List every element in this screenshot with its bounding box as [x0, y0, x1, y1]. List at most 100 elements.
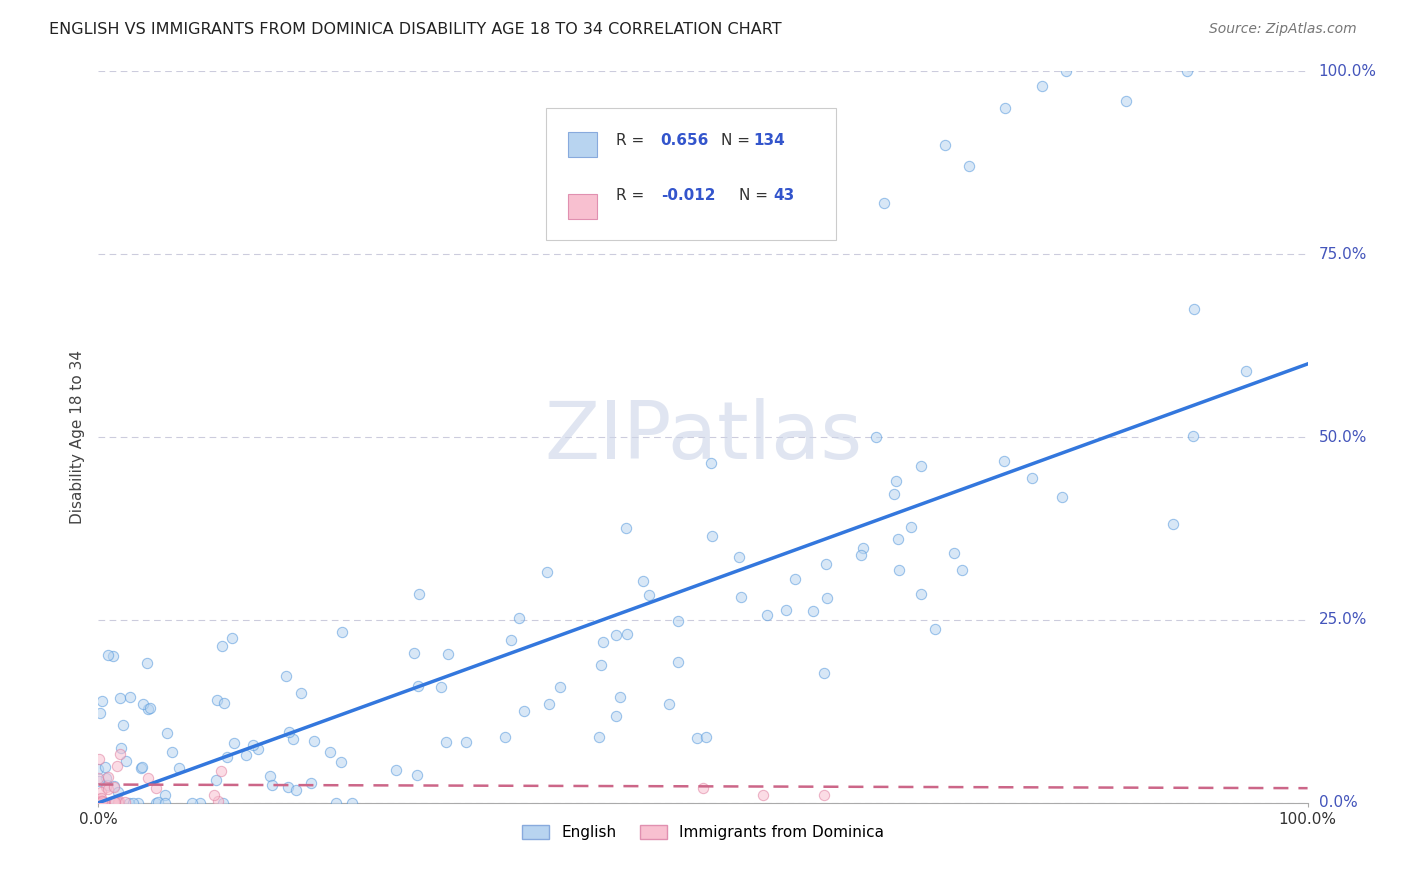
Point [131, 697, 153, 711]
Text: 0.0%: 0.0% [1319, 796, 1357, 810]
Point [695, 730, 717, 744]
Point [118, 690, 141, 704]
Point [887, 563, 910, 577]
Point [247, 741, 270, 756]
Point [129, 761, 152, 775]
Point [136, 771, 159, 785]
Point [87, 796, 110, 810]
Point [89, 773, 111, 788]
Point [87, 792, 110, 806]
Point [260, 777, 283, 791]
Point [103, 779, 125, 793]
Point [1054, 64, 1077, 78]
Text: -0.012: -0.012 [661, 188, 716, 203]
Point [89, 796, 111, 810]
Point [994, 101, 1017, 115]
Point [108, 747, 131, 761]
Point [145, 780, 167, 795]
Point [211, 639, 233, 653]
Point [402, 646, 425, 660]
Point [813, 789, 835, 803]
Point [924, 622, 946, 636]
Point [290, 686, 312, 700]
Point [616, 627, 638, 641]
Point [90, 791, 112, 805]
Point [499, 633, 522, 648]
Point [146, 795, 169, 809]
Point [87, 795, 110, 809]
Point [1021, 471, 1043, 485]
Point [94, 771, 117, 785]
Point [605, 628, 627, 642]
Point [87, 795, 110, 809]
Point [87, 795, 110, 809]
Text: 0.656: 0.656 [661, 133, 709, 148]
Point [93, 796, 115, 810]
Point [537, 697, 560, 711]
Point [202, 788, 225, 802]
Point [910, 459, 932, 474]
Point [512, 704, 534, 718]
Y-axis label: Disability Age 18 to 34: Disability Age 18 to 34 [70, 350, 86, 524]
Point [849, 548, 872, 562]
Point [702, 529, 724, 543]
Point [329, 755, 352, 769]
Point [169, 761, 191, 775]
Point [90, 794, 112, 808]
Point [385, 763, 408, 777]
Point [813, 666, 835, 681]
Point [686, 731, 709, 745]
Point [87, 796, 110, 810]
Point [852, 541, 875, 555]
FancyBboxPatch shape [568, 194, 596, 219]
Point [156, 725, 179, 739]
Text: ENGLISH VS IMMIGRANTS FROM DOMINICA DISABILITY AGE 18 TO 34 CORRELATION CHART: ENGLISH VS IMMIGRANTS FROM DOMINICA DISA… [49, 22, 782, 37]
Point [727, 549, 749, 564]
Point [957, 160, 980, 174]
Point [884, 474, 907, 488]
Point [408, 680, 430, 694]
Text: Source: ZipAtlas.com: Source: ZipAtlas.com [1209, 22, 1357, 37]
Point [87, 796, 110, 810]
Point [93, 795, 115, 809]
Point [658, 697, 681, 711]
Point [406, 767, 429, 781]
Point [97, 648, 120, 663]
Point [103, 795, 125, 809]
Point [1052, 490, 1074, 504]
Point [136, 701, 159, 715]
Point [90, 796, 112, 810]
Point [408, 587, 430, 601]
Point [214, 697, 236, 711]
Point [605, 709, 627, 723]
Point [107, 785, 129, 799]
Point [87, 752, 110, 766]
Point [96, 780, 118, 794]
Point [666, 655, 689, 669]
Point [103, 780, 125, 794]
Point [127, 796, 149, 810]
Point [299, 775, 322, 789]
Point [1182, 301, 1205, 316]
Point [508, 610, 530, 624]
Point [145, 796, 167, 810]
Point [221, 631, 243, 645]
Point [910, 587, 932, 601]
Point [97, 781, 120, 796]
Point [114, 795, 136, 809]
Text: R =: R = [616, 133, 650, 148]
Point [204, 773, 226, 788]
Point [90, 784, 112, 798]
Point [494, 730, 516, 744]
Point [205, 693, 228, 707]
Point [87, 771, 110, 785]
Point [87, 796, 110, 810]
Point [277, 780, 299, 794]
Point [730, 590, 752, 604]
Text: ZIPatlas: ZIPatlas [544, 398, 862, 476]
Point [135, 657, 157, 671]
Point [815, 558, 838, 572]
Point [325, 796, 347, 810]
Point [89, 706, 111, 720]
Point [900, 520, 922, 534]
